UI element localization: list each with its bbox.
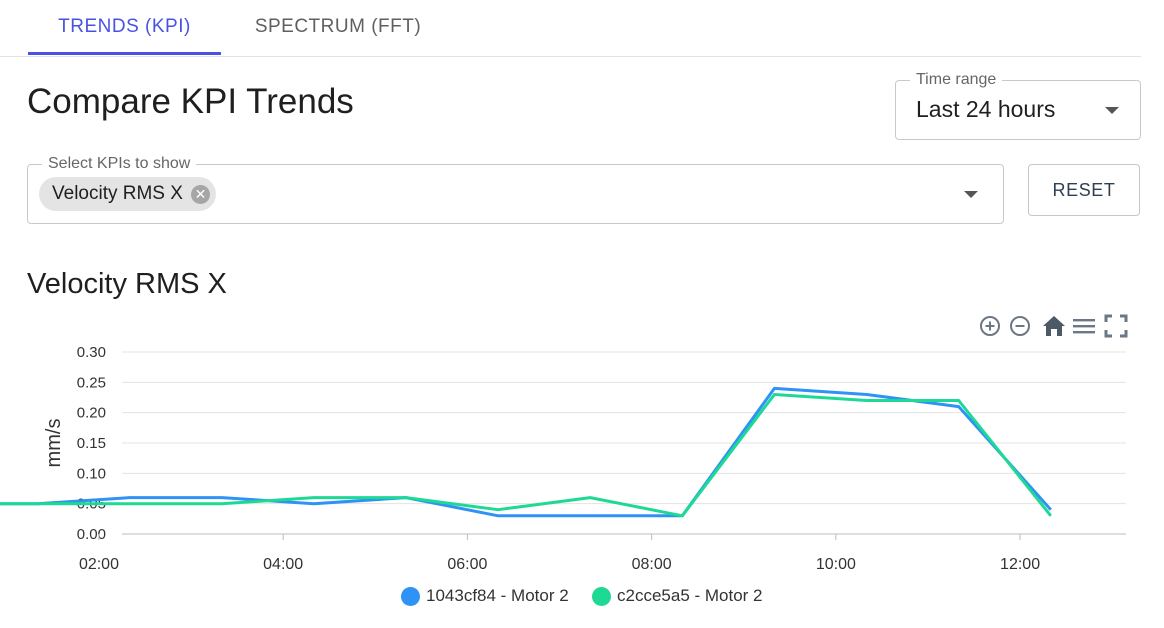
time-range-select[interactable]: Time range Last 24 hours	[895, 70, 1141, 140]
y-tick-label: 0.20	[77, 405, 106, 422]
zoom-in-icon[interactable]	[978, 314, 1002, 338]
time-range-value: Last 24 hours	[916, 96, 1056, 122]
chevron-down-icon	[1105, 107, 1119, 114]
kpi-chip-label: Velocity RMS X	[52, 183, 183, 204]
reset-button[interactable]: RESET	[1028, 164, 1140, 216]
legend-label-series-1: 1043cf84 - Motor 2	[426, 586, 569, 605]
active-tab-indicator	[28, 52, 221, 55]
x-tick-label: 08:00	[632, 556, 672, 573]
legend-item-series-2[interactable]: c2cce5a5 - Motor 2	[592, 586, 763, 606]
y-tick-label: 0.00	[77, 526, 106, 543]
time-range-label: Time range	[910, 70, 1003, 90]
kpi-select-label: Select KPIs to show	[42, 154, 197, 174]
y-tick-label: 0.15	[77, 435, 106, 452]
x-tick-label: 12:00	[1000, 556, 1040, 573]
x-tick-label: 10:00	[816, 556, 856, 573]
series-line-2	[0, 393, 1052, 518]
fullscreen-icon[interactable]	[1104, 314, 1128, 338]
tab-spectrum-fft[interactable]: SPECTRUM (FFT)	[254, 16, 422, 37]
y-tick-label: 0.10	[77, 465, 106, 482]
legend-label-series-2: c2cce5a5 - Motor 2	[617, 586, 763, 605]
x-tick-label: 06:00	[447, 556, 487, 573]
x-tick-label: 02:00	[79, 556, 119, 573]
line-chart[interactable]: 0.300.250.200.150.100.050.00mm/s14:0016:…	[0, 330, 1164, 580]
x-tick-label: 04:00	[263, 556, 303, 573]
legend-dot-series-2	[592, 586, 611, 606]
series-line-1	[0, 386, 1052, 518]
kpi-chip: Velocity RMS X ✕	[39, 177, 216, 211]
kpi-select[interactable]: Select KPIs to show Velocity RMS X ✕	[27, 154, 1004, 224]
menu-icon[interactable]	[1072, 314, 1096, 338]
y-tick-label: 0.30	[77, 344, 106, 361]
y-tick-label: 0.25	[77, 374, 106, 391]
legend-item-series-1[interactable]: 1043cf84 - Motor 2	[401, 586, 569, 606]
tab-bar: TRENDS (KPI) SPECTRUM (FFT)	[0, 0, 1141, 57]
remove-chip-icon[interactable]: ✕	[190, 184, 210, 204]
zoom-out-icon[interactable]	[1008, 314, 1032, 338]
page-title: Compare KPI Trends	[27, 82, 354, 121]
legend-dot-series-1	[401, 586, 420, 606]
chevron-down-icon[interactable]	[964, 191, 978, 198]
chart-title: Velocity RMS X	[27, 268, 227, 300]
y-axis-label: mm/s	[43, 419, 65, 468]
tab-trends-kpi[interactable]: TRENDS (KPI)	[58, 16, 191, 37]
home-icon[interactable]	[1042, 314, 1066, 338]
chart-legend: 1043cf84 - Motor 2 c2cce5a5 - Motor 2	[0, 586, 1164, 610]
